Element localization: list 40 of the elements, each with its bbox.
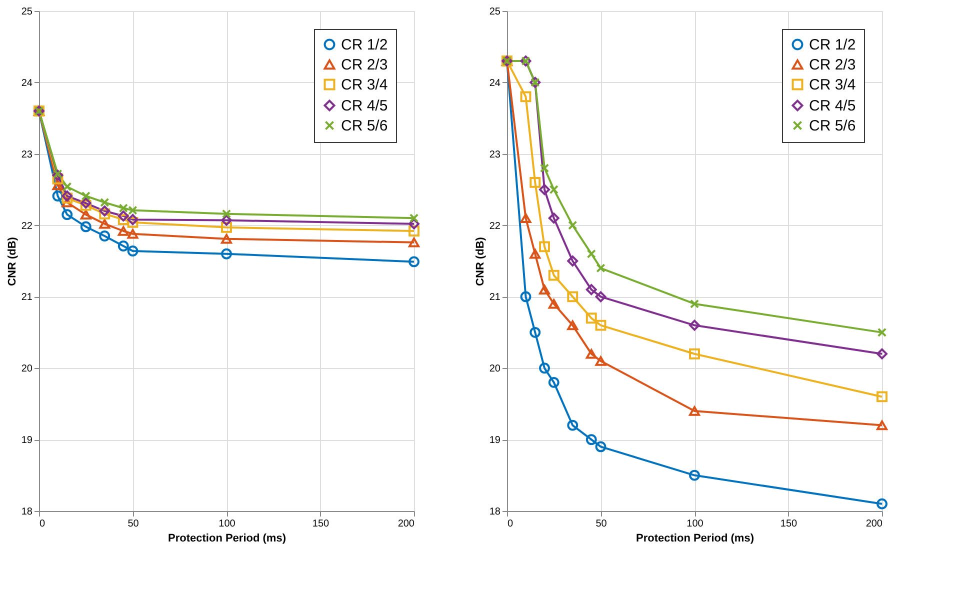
- y-tick-label: 25: [489, 6, 501, 18]
- legend-label: CR 2/3: [809, 56, 856, 74]
- x-tick-label: 50: [128, 518, 140, 530]
- y-tick-label: 24: [489, 78, 501, 89]
- legend-label: CR 4/5: [341, 98, 388, 114]
- y-tick-label: 19: [489, 435, 501, 446]
- y-tick-label: 18: [489, 506, 501, 518]
- y-tick-label: 19: [21, 435, 33, 446]
- x-axis-title: Protection Period (ms): [636, 532, 754, 544]
- x-tick-label: 150: [780, 518, 798, 530]
- y-tick-label: 23: [21, 149, 33, 160]
- y-tick-label: 24: [21, 78, 33, 89]
- x-tick-label: 200: [866, 518, 883, 530]
- legend-label: CR 4/5: [809, 98, 856, 114]
- y-axis-title: CNR (dB): [474, 236, 486, 286]
- legend-label: CR 1/2: [809, 36, 856, 54]
- x-tick-label: 150: [312, 518, 330, 530]
- x-tick-label: 0: [40, 518, 46, 530]
- x-axis-title: Protection Period (ms): [168, 532, 286, 544]
- y-tick-label: 25: [21, 6, 33, 18]
- y-tick-label: 21: [21, 292, 33, 304]
- x-tick-label: 200: [398, 518, 415, 530]
- y-tick-label: 22: [489, 220, 501, 232]
- y-tick-label: 18: [21, 506, 33, 518]
- x-tick-label: 50: [596, 518, 608, 530]
- x-tick-label: 100: [686, 518, 704, 530]
- x-tick-label: 100: [218, 518, 236, 530]
- legend-label: CR 3/4: [809, 76, 856, 94]
- x-tick-label: 0: [508, 518, 514, 530]
- legend-label: CR 5/6: [809, 118, 856, 134]
- y-axis-title: CNR (dB): [6, 236, 18, 286]
- y-tick-label: 20: [21, 364, 33, 375]
- y-tick-label: 20: [489, 364, 501, 375]
- legend-label: CR 1/2: [341, 36, 388, 54]
- legend-label: CR 5/6: [341, 118, 388, 134]
- legend-label: CR 2/3: [341, 56, 388, 74]
- legend-label: CR 3/4: [341, 76, 388, 94]
- y-tick-label: 23: [489, 149, 501, 160]
- y-tick-label: 22: [21, 220, 33, 232]
- y-tick-label: 21: [489, 292, 501, 304]
